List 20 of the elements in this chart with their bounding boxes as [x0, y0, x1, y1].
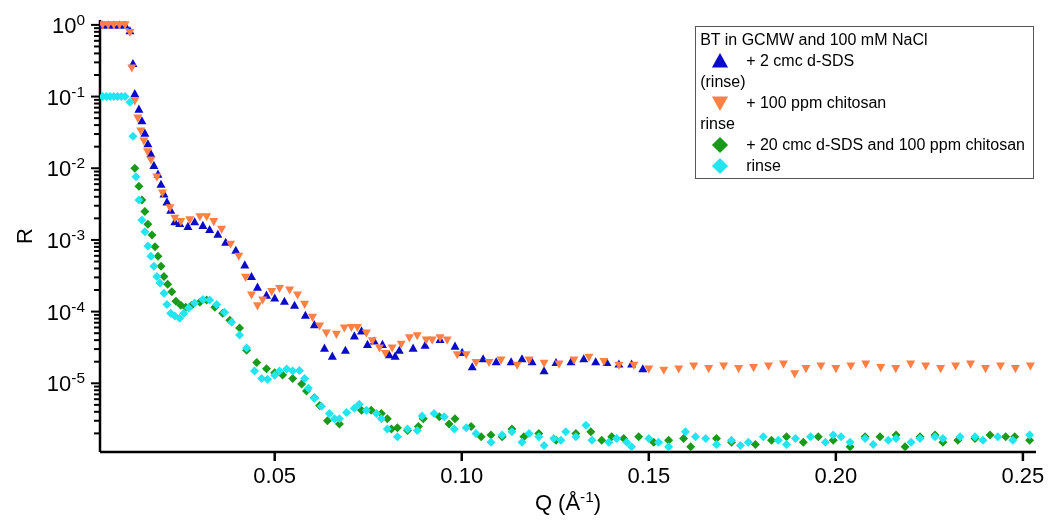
legend-label: + 100 ppm chitosan [746, 94, 887, 111]
legend-label: + 20 cmc d-SDS and 100 ppm chitosan [746, 136, 1025, 153]
y-tick-label: 10$^{-1}$ [46, 82, 85, 110]
legend-title: BT in GCMW and 100 mM NaCl [700, 31, 928, 48]
y-tick-label: 10$^{0}$ [51, 10, 85, 38]
x-tick-label: 0.25 [1001, 462, 1045, 488]
x-tick-label: 0.10 [440, 462, 484, 488]
y-tick-label: 10$^{-4}$ [46, 297, 86, 325]
x-tick-label: 0.20 [814, 462, 858, 488]
legend-label: + 2 cmc d-SDS [746, 52, 855, 69]
x-axis-title: Q (Å$^{-1}$) [534, 487, 602, 515]
legend-label: rinse [746, 157, 781, 174]
annotation: rinse [700, 115, 735, 132]
x-tick-label: 0.15 [627, 462, 671, 488]
x-tick-label: 0.05 [253, 462, 297, 488]
y-tick-label: 10$^{-3}$ [46, 225, 85, 253]
y-axis-title: R [12, 228, 37, 244]
y-tick-label: 10$^{-2}$ [46, 153, 85, 182]
y-tick-label: 10$^{-5}$ [46, 368, 85, 397]
annotation: (rinse) [700, 73, 746, 90]
